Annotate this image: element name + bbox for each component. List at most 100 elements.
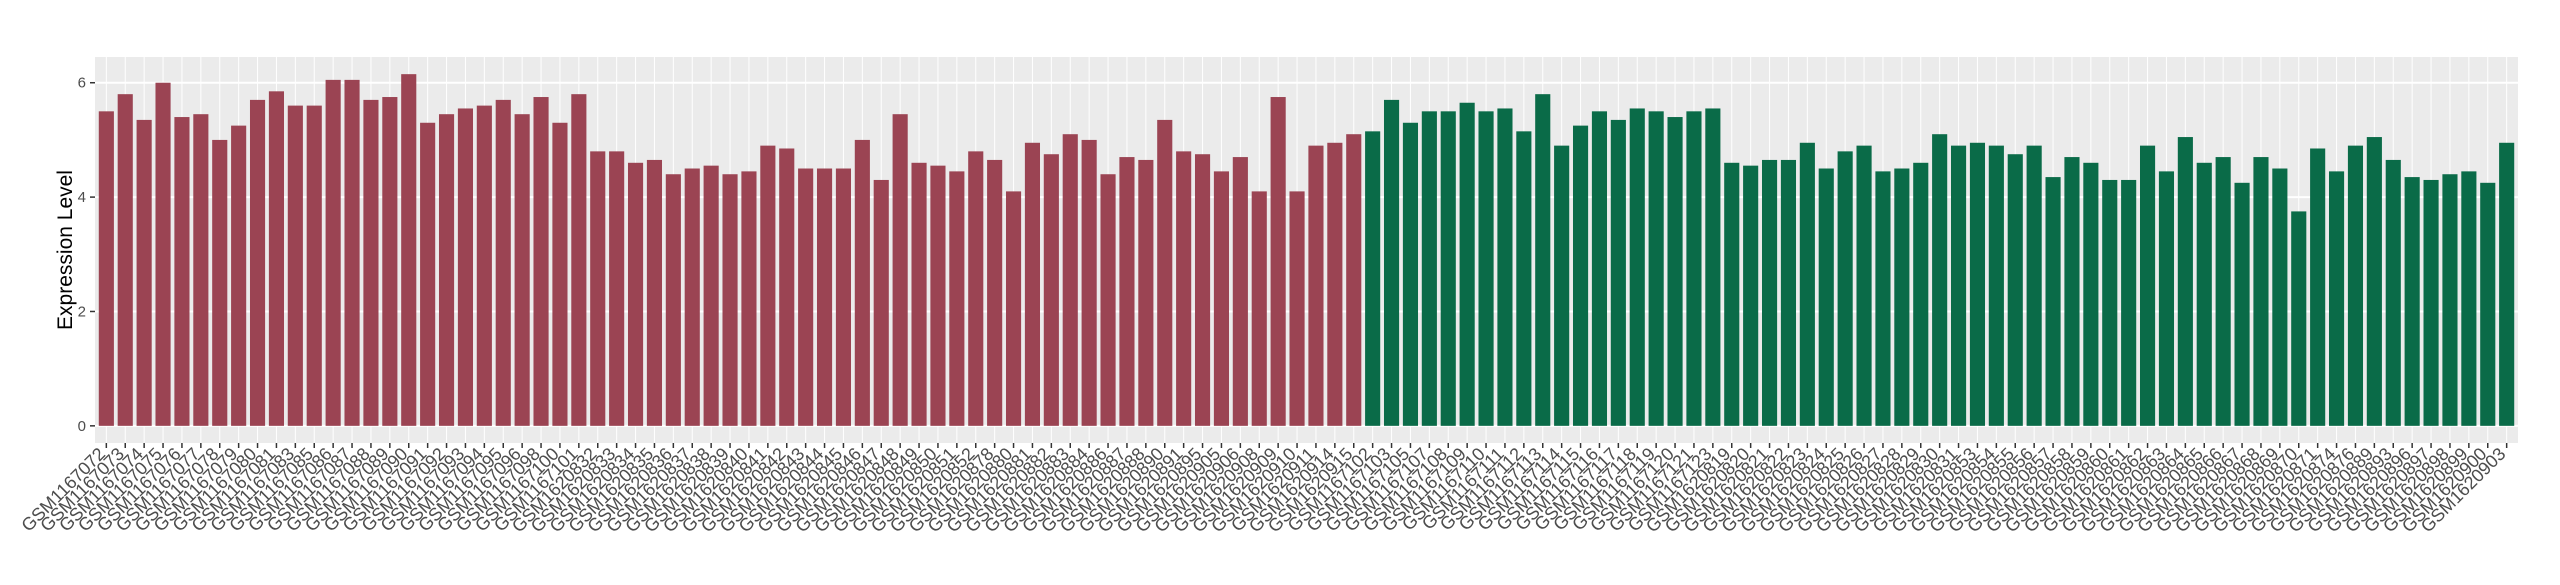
bar (1894, 168, 1910, 426)
bar (1346, 134, 1362, 426)
y-tick-label: 2 (78, 303, 86, 320)
bar (1667, 117, 1683, 426)
bar (760, 145, 776, 426)
bar (2347, 145, 2364, 426)
bar (1138, 159, 1154, 426)
bar (231, 125, 247, 426)
bar (401, 74, 417, 426)
bar (1119, 157, 1135, 426)
bar (2215, 157, 2231, 426)
bar (1818, 168, 1834, 426)
bar (2102, 179, 2118, 426)
bar (1913, 162, 1929, 426)
bar (457, 108, 474, 426)
bar (287, 105, 303, 426)
bar (1686, 111, 1702, 426)
bar (2423, 179, 2439, 426)
bar (98, 111, 114, 426)
bar (2480, 182, 2496, 426)
bar (249, 99, 266, 426)
bar (987, 159, 1003, 426)
bar (1478, 111, 1494, 426)
bar (892, 114, 908, 426)
bar (193, 114, 209, 426)
bar (1081, 139, 1097, 426)
bar (2121, 179, 2137, 426)
bar (155, 82, 171, 426)
bar (1062, 134, 1078, 426)
bar (325, 79, 341, 426)
bar (2007, 154, 2023, 426)
bar (835, 168, 852, 426)
bar (1837, 151, 1853, 426)
bar (268, 91, 285, 426)
bar (1875, 171, 1891, 426)
bar (495, 99, 511, 426)
bar (911, 162, 927, 426)
bar (2499, 142, 2515, 426)
bar (533, 97, 549, 426)
bar (438, 114, 455, 426)
bar (1988, 145, 2004, 426)
bar (117, 94, 133, 426)
bar (2442, 174, 2458, 426)
bar (798, 168, 814, 426)
bar (2083, 162, 2099, 426)
y-axis-title: Expression Level (54, 170, 77, 330)
bar (2234, 182, 2250, 426)
bar (1289, 191, 1305, 426)
bar (1743, 165, 1759, 426)
bar (816, 168, 833, 426)
bar (1100, 174, 1116, 426)
bar (1648, 111, 1664, 426)
bar (1591, 111, 1608, 426)
bar (930, 165, 946, 426)
bar (1459, 102, 1475, 426)
bar (722, 174, 738, 426)
bar (1270, 97, 1286, 426)
bar (1005, 191, 1022, 426)
bar (2139, 145, 2156, 426)
bar (1327, 142, 1343, 426)
bar (2253, 157, 2269, 426)
bar (571, 94, 587, 426)
bar (1157, 119, 1173, 426)
bar (363, 99, 379, 426)
bar (1535, 94, 1551, 426)
bar (2461, 171, 2477, 426)
bar (1950, 145, 1967, 426)
bar (2026, 145, 2042, 426)
bar (1932, 134, 1948, 426)
bar (703, 165, 719, 426)
bar (609, 151, 625, 426)
bar (420, 122, 436, 426)
bar (552, 122, 568, 426)
bar (741, 171, 757, 426)
bar (1251, 191, 1267, 426)
bar (2310, 148, 2326, 426)
bar (1383, 99, 1400, 426)
bar (1761, 159, 1778, 426)
bar (514, 114, 530, 426)
bar (2045, 177, 2061, 426)
bar (1213, 171, 1230, 426)
bar (949, 171, 965, 426)
bar (2291, 211, 2307, 426)
bar (136, 119, 152, 426)
bar (1629, 108, 1645, 426)
bar (1780, 159, 1797, 426)
bar (1554, 145, 1570, 426)
bar (1516, 131, 1532, 426)
y-tick-label: 0 (78, 418, 86, 435)
bar (1572, 125, 1589, 426)
bar (2272, 168, 2288, 426)
bar (968, 151, 984, 426)
bar (1194, 154, 1211, 426)
bar (1856, 145, 1872, 426)
bar (2385, 159, 2401, 426)
bar (1043, 154, 1059, 426)
bar (2366, 137, 2382, 426)
bar (2158, 171, 2175, 426)
bar (1308, 145, 1324, 426)
